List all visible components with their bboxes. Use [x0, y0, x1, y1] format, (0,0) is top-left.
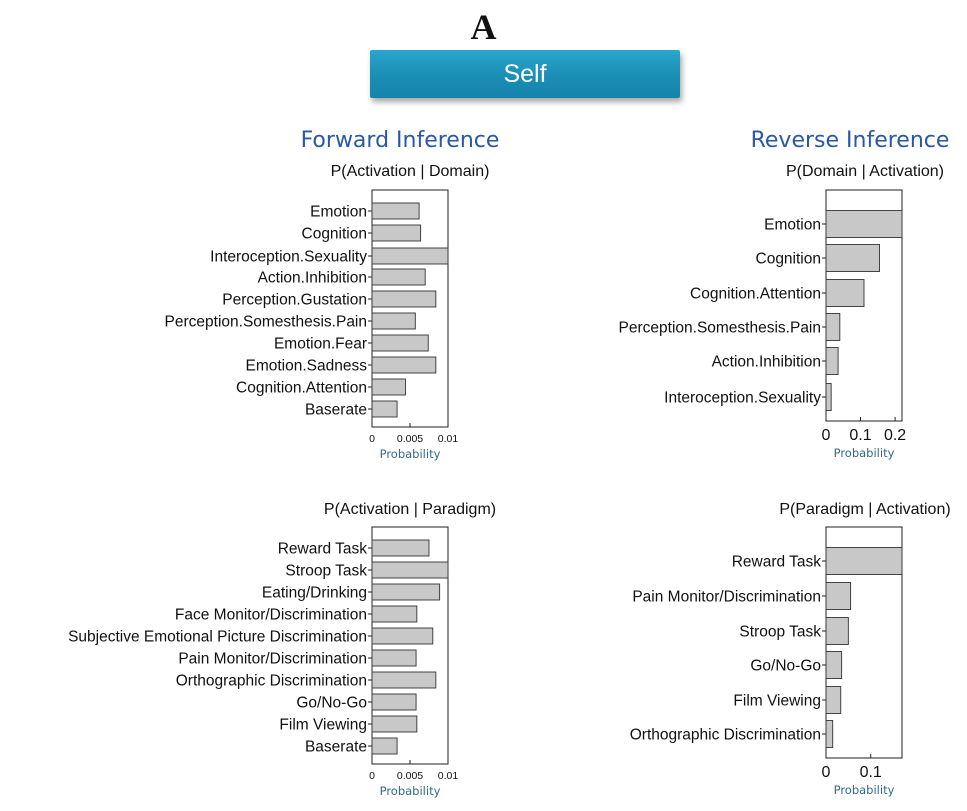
category-label: Emotion	[764, 217, 821, 234]
category-label: Emotion.Sadness	[246, 358, 368, 375]
bar	[371, 627, 434, 645]
bar	[825, 279, 865, 307]
bar	[825, 686, 842, 714]
reverse-paradigm-chart: P(Paradigm | Activation) Reward Task Pain …	[630, 501, 951, 797]
chart-title: P(Paradigm | Activation)	[779, 501, 950, 518]
category-label: Action.Inhibition	[258, 270, 367, 287]
category-label: Pain Monitor/Discrimination	[178, 651, 367, 668]
chart-title: P(Activation | Domain)	[331, 163, 490, 180]
bar	[371, 561, 449, 579]
bar	[825, 582, 852, 610]
category-label: Stroop Task	[739, 624, 821, 641]
bar	[825, 313, 841, 341]
category-label: Go/No-Go	[750, 658, 821, 675]
bar	[825, 651, 843, 679]
x-axis-label: Probability	[380, 447, 441, 461]
x-tick-label: 0	[822, 427, 831, 444]
reverse-inference-title: Reverse Inference	[750, 128, 950, 153]
x-tick-label: 0.01	[438, 433, 459, 445]
category-label: Baserate	[305, 402, 367, 419]
category-label: Orthographic Discrimination	[630, 727, 821, 744]
forward-inference-title: Forward Inference	[300, 128, 500, 153]
category-label: Orthographic Discrimination	[176, 673, 367, 690]
category-label: Go/No-Go	[296, 695, 367, 712]
bar	[371, 605, 418, 623]
x-tick-label: 0.2	[884, 427, 906, 444]
x-tick-label: 0.005	[397, 770, 423, 782]
bar	[825, 547, 903, 575]
x-axis-label: Probability	[834, 446, 895, 460]
bar	[371, 671, 437, 689]
category-label: Cognition	[302, 226, 368, 243]
bar	[825, 617, 849, 645]
bar	[371, 202, 420, 220]
reverse-domain-chart: P(Domain | Activation) Emotion Cognition Co…	[619, 163, 944, 460]
x-tick-label: 0.1	[849, 427, 871, 444]
category-label: Emotion	[310, 204, 367, 221]
bar	[825, 383, 832, 411]
bar	[371, 247, 449, 265]
category-label: Face Monitor/Discrimination	[175, 607, 367, 624]
bar	[371, 378, 406, 396]
chart-group: P(Paradigm | Activation) Reward Task Pain …	[630, 501, 951, 797]
category-label: Reward Task	[732, 554, 822, 571]
category-label: Interoception.Sexuality	[210, 249, 367, 266]
x-tick-label: 0.01	[438, 770, 459, 782]
category-label: Perception.Somesthesis.Pain	[165, 314, 367, 331]
chart-title: P(Activation | Paradigm)	[324, 501, 496, 518]
bar	[371, 334, 429, 352]
chart-group: P(Activation | Domain) Emotion Cognition In…	[165, 163, 490, 461]
category-label: Perception.Gustation	[222, 292, 367, 309]
x-tick-label: 0.005	[397, 433, 423, 445]
chart-group: P(Domain | Activation) Emotion Cognition Co…	[619, 163, 944, 460]
bar	[371, 290, 437, 308]
bar	[371, 539, 430, 557]
category-label: Stroop Task	[285, 563, 367, 580]
category-label: Film Viewing	[279, 717, 367, 734]
panel-letter: A	[470, 7, 497, 47]
category-label: Subjective Emotional Picture Discriminat…	[68, 629, 367, 646]
category-label: Action.Inhibition	[712, 354, 821, 371]
chart-group: P(Activation | Paradigm) Reward Task Stroo…	[68, 501, 496, 798]
bar	[825, 347, 839, 375]
x-tick-label: 0	[369, 770, 375, 782]
x-tick-label: 0	[822, 764, 831, 781]
bar	[371, 224, 422, 242]
x-tick-label: 0	[369, 433, 375, 445]
category-label: Pain Monitor/Discrimination	[632, 589, 821, 606]
category-label: Baserate	[305, 739, 367, 756]
bar	[371, 268, 426, 286]
x-axis-label: Probability	[380, 784, 441, 798]
bar	[825, 210, 903, 238]
category-label: Interoception.Sexuality	[664, 390, 821, 407]
category-label: Perception.Somesthesis.Pain	[619, 320, 821, 337]
bar	[825, 244, 880, 272]
category-label: Reward Task	[278, 541, 368, 558]
bar	[371, 583, 441, 601]
bar	[825, 720, 834, 748]
category-label: Film Viewing	[733, 693, 821, 710]
bar	[371, 737, 398, 755]
x-axis-label: Probability	[834, 783, 895, 797]
bar	[371, 715, 418, 733]
bar	[371, 356, 437, 374]
forward-paradigm-chart: P(Activation | Paradigm) Reward Task Stroo…	[68, 501, 496, 798]
bar	[371, 649, 417, 667]
x-tick-label: 0.1	[860, 764, 882, 781]
bar	[371, 693, 417, 711]
category-label: Cognition	[756, 251, 822, 268]
chart-title: P(Domain | Activation)	[786, 163, 944, 180]
category-label: Emotion.Fear	[274, 336, 367, 353]
category-label: Cognition.Attention	[236, 380, 367, 397]
bar	[371, 400, 398, 418]
self-banner: Self	[370, 50, 680, 98]
bar	[371, 312, 416, 330]
category-label: Cognition.Attention	[690, 286, 821, 303]
category-label: Eating/Drinking	[262, 585, 367, 602]
forward-domain-chart: P(Activation | Domain) Emotion Cognition In…	[165, 163, 490, 461]
